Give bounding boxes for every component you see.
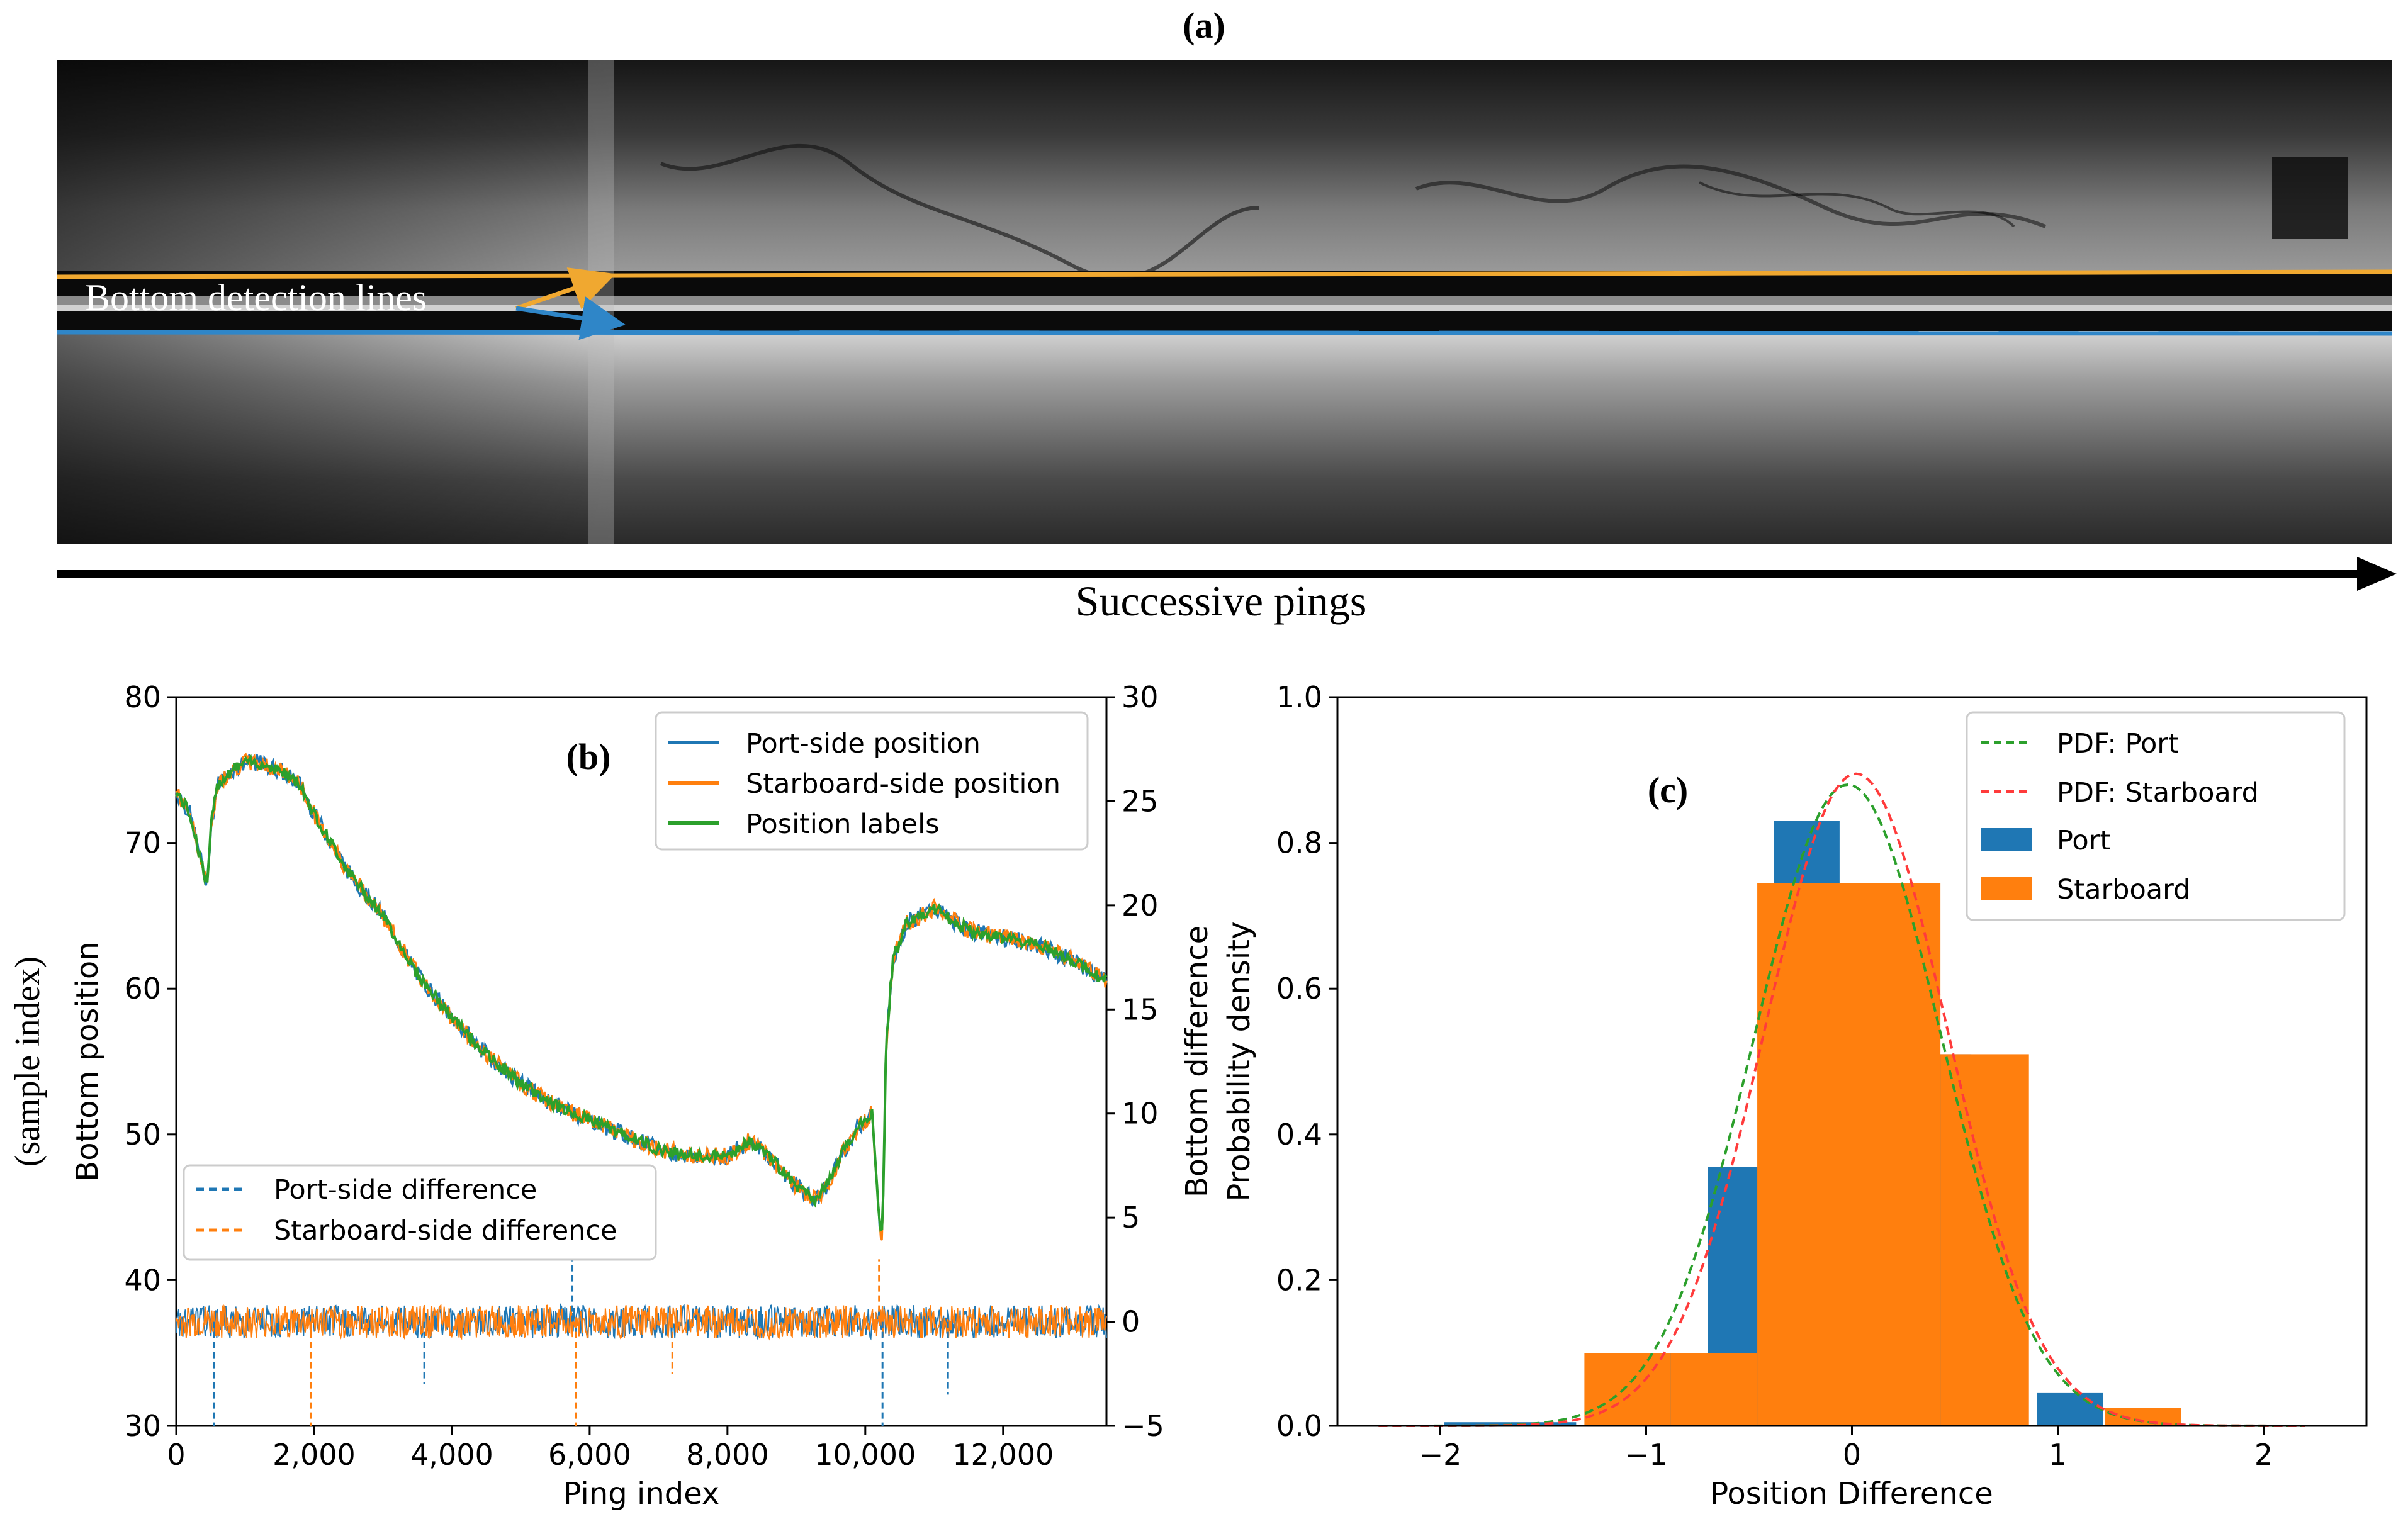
x-tick-label: 4,000 <box>410 1438 493 1472</box>
chart-b-label: (b) <box>566 736 611 777</box>
legend-label-port-difference: Port-side difference <box>274 1174 537 1206</box>
y-tick-label: 0.4 <box>1276 1118 1322 1151</box>
chart-b-ylabel-left-extra: (sample index) <box>8 956 47 1167</box>
series-position-labels <box>175 754 1108 1233</box>
y-tick-label: 0.6 <box>1276 972 1322 1006</box>
y-left-tick-label: 40 <box>124 1263 161 1297</box>
starboard-bar <box>1842 883 1941 1426</box>
series-starboard-position <box>175 752 1108 1241</box>
x-tick-label: 0 <box>167 1438 185 1472</box>
x-tick-label: 2 <box>2254 1438 2273 1472</box>
chart-b-frame <box>175 696 1108 1427</box>
chart-b-legend-bottom: Port-side difference Starboard-side diff… <box>183 1164 657 1261</box>
legend-swatch-port <box>1981 828 2032 851</box>
successive-pings-arrow <box>57 557 2397 591</box>
port-bar <box>1510 1422 1577 1426</box>
legend-label-port-position: Port-side position <box>746 728 981 759</box>
bottom-detection-annotation: Bottom detection lines <box>85 277 427 318</box>
pdf-starboard-curve <box>1378 772 2305 1427</box>
legend-label-pdf-port: PDF: Port <box>2057 728 2179 759</box>
y-right-tick-label: 20 <box>1122 888 1159 922</box>
port-bar <box>1444 1422 1511 1426</box>
y-right-tick-label: 0 <box>1122 1305 1140 1339</box>
legend-label-starboard-position: Starboard-side position <box>746 768 1061 800</box>
y-right-tick-label: 30 <box>1122 680 1159 714</box>
chart-c-xlabel: Position Difference <box>1710 1476 1993 1511</box>
chart-b-xlabel: Ping index <box>563 1476 720 1511</box>
x-tick-label: 8,000 <box>686 1438 769 1472</box>
legend-label-position-labels: Position labels <box>746 809 940 840</box>
legend-label-starboard-difference: Starboard-side difference <box>274 1215 617 1247</box>
y-right-tick-label: 10 <box>1122 1097 1159 1131</box>
y-right-tick-label: −5 <box>1122 1409 1164 1443</box>
y-left-tick-label: 80 <box>124 680 161 714</box>
series-starboard-difference <box>176 1304 1107 1341</box>
x-tick-label: −2 <box>1419 1438 1462 1472</box>
y-tick-label: 1.0 <box>1276 680 1322 714</box>
panel-a-label: (a) <box>1183 5 1225 46</box>
y-right-tick-label: 15 <box>1122 992 1159 1026</box>
legend-label-starboard: Starboard <box>2057 874 2190 905</box>
y-tick-label: 0.0 <box>1276 1409 1322 1443</box>
legend-label-port: Port <box>2057 825 2110 856</box>
chart-b-ylabel-left: Bottom position <box>70 941 105 1181</box>
x-tick-label: 1 <box>2049 1438 2067 1472</box>
y-right-tick-label: 25 <box>1122 784 1159 818</box>
y-left-tick-label: 70 <box>124 826 161 860</box>
lower-line-arrow <box>515 296 626 340</box>
starboard-bar <box>1940 1054 2029 1426</box>
chart-c: −2 −1 0 1 2 0.0 0.2 0.4 0.6 0.8 1.0 <box>1276 680 2368 1472</box>
port-bar <box>2037 1392 2103 1426</box>
sonar-image <box>56 60 2392 544</box>
starboard-bar <box>1670 1353 1758 1426</box>
upper-line-arrow <box>515 267 616 311</box>
x-tick-label: 0 <box>1843 1438 1861 1472</box>
x-tick-label: 2,000 <box>273 1438 356 1472</box>
successive-pings-label: Successive pings <box>1076 577 1367 625</box>
y-right-tick-label: 5 <box>1122 1201 1140 1235</box>
y-tick-label: 0.8 <box>1276 826 1322 860</box>
y-tick-label: 0.2 <box>1276 1263 1322 1297</box>
y-left-tick-label: 30 <box>124 1409 161 1443</box>
x-tick-label: 6,000 <box>548 1438 631 1472</box>
chart-c-ylabel: Probability density <box>1222 922 1257 1202</box>
starboard-bar <box>1757 883 1842 1426</box>
chart-b-legend-top: Port-side position Starboard-side positi… <box>655 711 1089 851</box>
chart-b-ylabel-right: Bottom difference <box>1179 926 1215 1197</box>
x-tick-label: 12,000 <box>952 1438 1054 1472</box>
y-left-tick-label: 50 <box>124 1118 161 1151</box>
starboard-bar <box>1584 1353 1671 1426</box>
x-tick-label: 10,000 <box>814 1438 916 1472</box>
x-tick-label: −1 <box>1625 1438 1668 1472</box>
legend-label-pdf-starboard: PDF: Starboard <box>2057 777 2259 809</box>
chart-b: 0 2,000 4,000 6,000 8,000 10,000 12,0003040506… <box>124 680 1164 1472</box>
legend-swatch-starboard <box>1981 877 2032 900</box>
y-left-tick-label: 60 <box>124 972 161 1006</box>
chart-c-legend: PDF: Port PDF: Starboard Port Starboard <box>1966 711 2346 921</box>
chart-c-label: (c) <box>1648 770 1688 810</box>
